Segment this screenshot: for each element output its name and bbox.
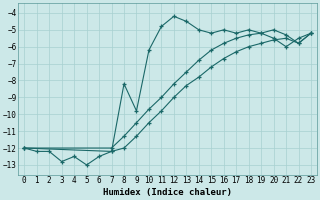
X-axis label: Humidex (Indice chaleur): Humidex (Indice chaleur) — [103, 188, 232, 197]
